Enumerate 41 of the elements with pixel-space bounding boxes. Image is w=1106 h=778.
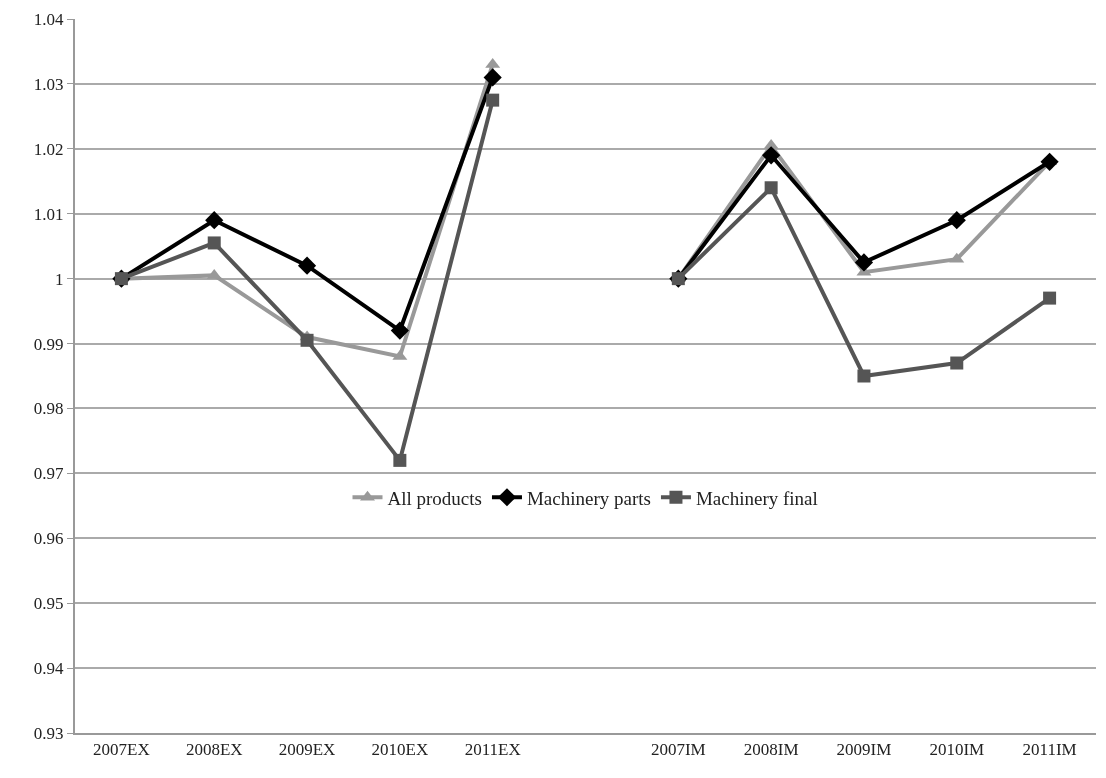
- point: [764, 181, 778, 195]
- y-tick-label: 0.94: [33, 659, 65, 679]
- y-tick-label: 1.01: [33, 204, 64, 224]
- x-tick-label: 2007EX: [93, 740, 150, 760]
- legend-label: Machinery final: [695, 487, 818, 509]
- point: [486, 93, 500, 107]
- point: [207, 236, 221, 250]
- y-tick-label: 0.95: [33, 594, 64, 614]
- point: [1043, 291, 1057, 305]
- x-tick-label: 2008EX: [185, 740, 243, 760]
- x-tick-label: 2011EX: [464, 740, 521, 760]
- point: [390, 321, 409, 340]
- point: [947, 211, 966, 230]
- y-tick-label: 1.02: [33, 139, 64, 159]
- y-tick-label: 0.98: [33, 399, 64, 419]
- y-tick-label: 0.99: [33, 334, 64, 354]
- y-tick-label: 1.03: [33, 74, 64, 94]
- y-tick-label: 0.93: [33, 723, 64, 743]
- y-tick-label: 1: [55, 269, 64, 289]
- point: [1040, 152, 1059, 171]
- point: [393, 453, 407, 467]
- point: [762, 146, 781, 165]
- point: [300, 333, 314, 347]
- x-tick-label: 2009EX: [278, 740, 336, 760]
- x-tick-label: 2010IM: [929, 740, 985, 760]
- legend-label: All products: [387, 487, 482, 509]
- y-tick-label: 1.04: [33, 9, 65, 29]
- y-tick-label: 0.96: [33, 529, 64, 549]
- x-tick-label: 2010EX: [371, 740, 429, 760]
- point: [854, 253, 874, 272]
- y-tick-label: 0.97: [33, 464, 65, 484]
- x-tick-label: 2009IM: [836, 740, 892, 760]
- point: [483, 68, 502, 87]
- point: [950, 356, 964, 370]
- x-tick-label: 2011IM: [1022, 740, 1077, 760]
- legend-label: Machinery parts: [526, 487, 651, 509]
- point: [205, 211, 224, 230]
- x-tick-label: 2008IM: [743, 740, 799, 760]
- x-tick-label: 2007IM: [650, 740, 706, 760]
- point: [857, 369, 871, 383]
- point: [297, 256, 317, 275]
